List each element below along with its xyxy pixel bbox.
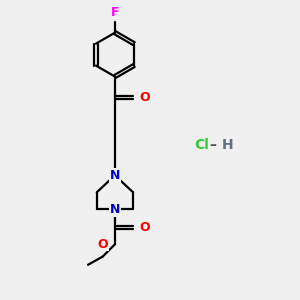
- Text: N: N: [110, 203, 120, 216]
- Text: O: O: [98, 238, 109, 251]
- Text: –: –: [209, 138, 216, 152]
- Text: H: H: [222, 138, 233, 152]
- Text: F: F: [111, 6, 119, 19]
- Text: O: O: [140, 221, 150, 234]
- Text: O: O: [140, 91, 150, 104]
- Text: N: N: [110, 169, 120, 182]
- Text: Cl: Cl: [194, 138, 209, 152]
